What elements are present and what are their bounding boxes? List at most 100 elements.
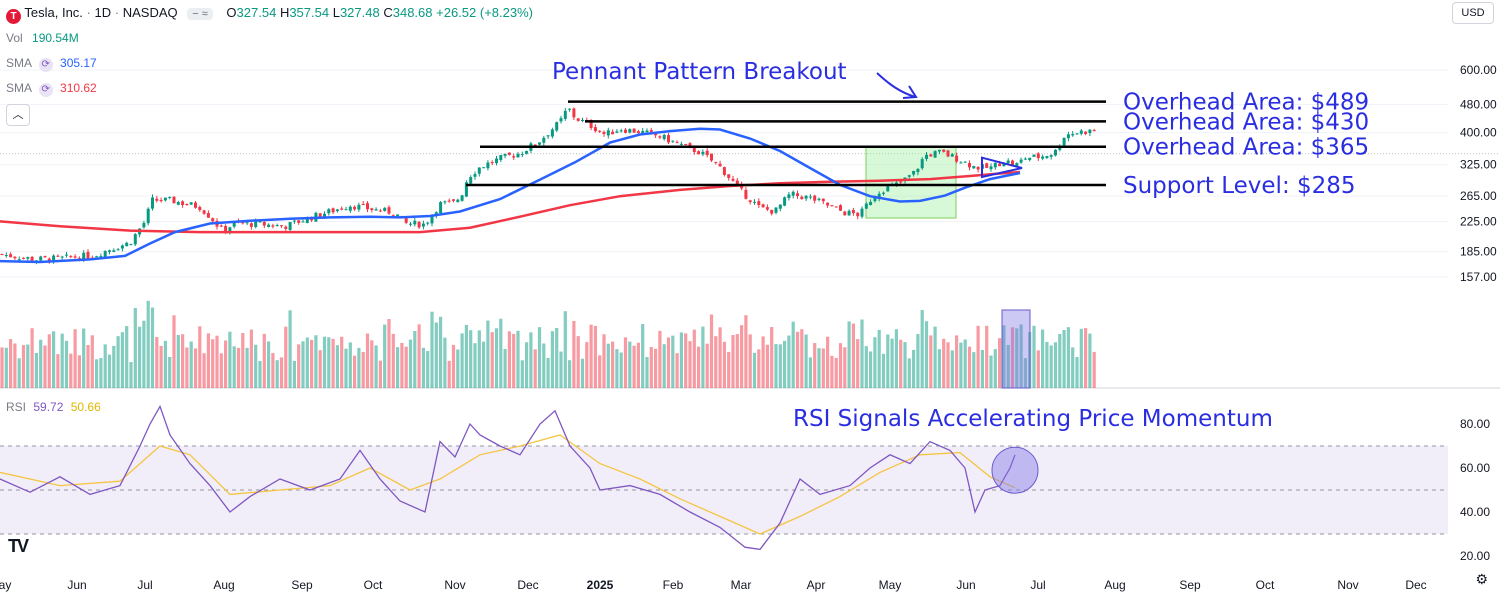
- volume-bar: [396, 347, 400, 388]
- candle-body: [417, 221, 421, 228]
- volume-bar: [679, 332, 683, 388]
- price-tick-label: 225.00: [1460, 214, 1497, 228]
- volume-bar: [576, 336, 580, 388]
- volume-bar: [138, 326, 142, 388]
- candle-body: [258, 221, 262, 223]
- time-tick-label: Dec: [1405, 578, 1426, 592]
- candle-body: [176, 202, 180, 205]
- volume-bar: [568, 360, 572, 388]
- candle-body: [641, 130, 645, 134]
- display-mode-pill[interactable]: − ≈: [187, 8, 213, 20]
- candle-body: [869, 201, 873, 206]
- volume-bar: [400, 342, 404, 388]
- volume-bar: [705, 343, 709, 388]
- candle-body: [301, 221, 305, 223]
- candle-body: [744, 189, 748, 199]
- volume-bar: [1092, 351, 1096, 388]
- volume-bar: [731, 335, 735, 388]
- rsi-annotation: RSI Signals Accelerating Price Momentum: [793, 406, 1273, 432]
- candle-body: [576, 118, 580, 121]
- volume-bar: [572, 320, 576, 388]
- candle-body: [1015, 163, 1019, 167]
- symbol-name[interactable]: Tesla, Inc.: [24, 5, 83, 20]
- gear-icon[interactable]: ⚙: [1475, 571, 1488, 587]
- volume-spike-zone: [1001, 309, 1031, 389]
- candle-body: [593, 127, 597, 132]
- candle-body: [95, 256, 99, 258]
- interval[interactable]: 1D: [94, 5, 112, 20]
- volume-bar: [408, 339, 413, 388]
- candle-body: [486, 162, 490, 169]
- candle-body: [443, 201, 447, 203]
- candle-body: [0, 253, 4, 255]
- candle-body: [490, 162, 494, 164]
- volume-bar: [967, 346, 972, 388]
- time-tick-label: Oct: [364, 578, 383, 592]
- candle-body: [335, 209, 339, 212]
- candle-body: [1075, 133, 1079, 135]
- volume-bar: [421, 347, 425, 388]
- candle-body: [280, 225, 283, 227]
- candle-body: [116, 249, 120, 251]
- candle-body: [873, 197, 877, 202]
- volume-bar: [593, 325, 597, 388]
- time-tick-label: Sep: [291, 578, 313, 592]
- candle-body: [1079, 130, 1083, 134]
- volume-bar: [4, 347, 8, 388]
- candle-body: [387, 207, 391, 214]
- sma-200-legend[interactable]: SMA ⟳ 310.62: [6, 81, 97, 97]
- currency-selector[interactable]: USD: [1452, 2, 1494, 24]
- volume-bar: [611, 341, 615, 388]
- candle-body: [963, 161, 967, 163]
- candle-body: [791, 191, 795, 196]
- volume-bar: [469, 330, 473, 388]
- collapse-legend-button[interactable]: ︿: [6, 104, 30, 126]
- volume-bar: [778, 344, 782, 388]
- volume-bar: [314, 335, 318, 388]
- candle-body: [778, 204, 782, 209]
- volume-bar: [520, 360, 524, 388]
- volume-bar: [193, 348, 198, 388]
- volume-bar: [735, 334, 739, 388]
- candle-body: [4, 255, 8, 257]
- time-tick-label: Mar: [731, 578, 752, 592]
- candle-body: [357, 204, 361, 210]
- rsi-legend[interactable]: RSI 59.72 50.66: [6, 400, 101, 414]
- volume-bar: [804, 334, 808, 388]
- candle-body: [753, 201, 756, 203]
- sma-settings-icon[interactable]: ⟳: [38, 83, 53, 97]
- candle-body: [512, 156, 516, 158]
- candle-body: [305, 217, 309, 223]
- candle-body: [796, 193, 799, 197]
- candle-body: [679, 143, 683, 145]
- candle-body: [1045, 156, 1049, 158]
- exchange: NASDAQ: [122, 5, 178, 20]
- tradingview-logo-icon[interactable]: TV: [8, 536, 29, 556]
- volume-bar: [585, 342, 589, 388]
- candle-body: [241, 221, 245, 224]
- candle-body: [735, 180, 739, 185]
- volume-bar: [890, 338, 894, 388]
- sma-50-legend[interactable]: SMA ⟳ 305.17: [6, 56, 97, 72]
- sma-settings-icon[interactable]: ⟳: [38, 58, 53, 72]
- volume-bar: [645, 357, 649, 388]
- rsi-panel: [0, 404, 1448, 551]
- overhead-365-label: Overhead Area: $365: [1123, 135, 1369, 161]
- high-value: 357.54: [289, 5, 330, 20]
- separator: ·: [114, 5, 120, 20]
- candle-body: [17, 259, 21, 261]
- candle-body: [439, 202, 443, 214]
- volume-bar: [757, 349, 761, 388]
- rsi-tick-label: 80.00: [1460, 417, 1490, 431]
- sma-50-line: [0, 127, 1021, 264]
- volume-legend[interactable]: Vol 190.54M: [6, 31, 79, 45]
- volume-bar: [443, 337, 447, 388]
- candle-body: [860, 208, 864, 217]
- candle-body: [198, 207, 202, 211]
- volume-bar: [894, 329, 898, 388]
- volume-bar: [146, 300, 150, 388]
- candle-body: [507, 152, 511, 155]
- sma-200-value: 310.62: [60, 81, 97, 95]
- candle-body: [129, 244, 133, 246]
